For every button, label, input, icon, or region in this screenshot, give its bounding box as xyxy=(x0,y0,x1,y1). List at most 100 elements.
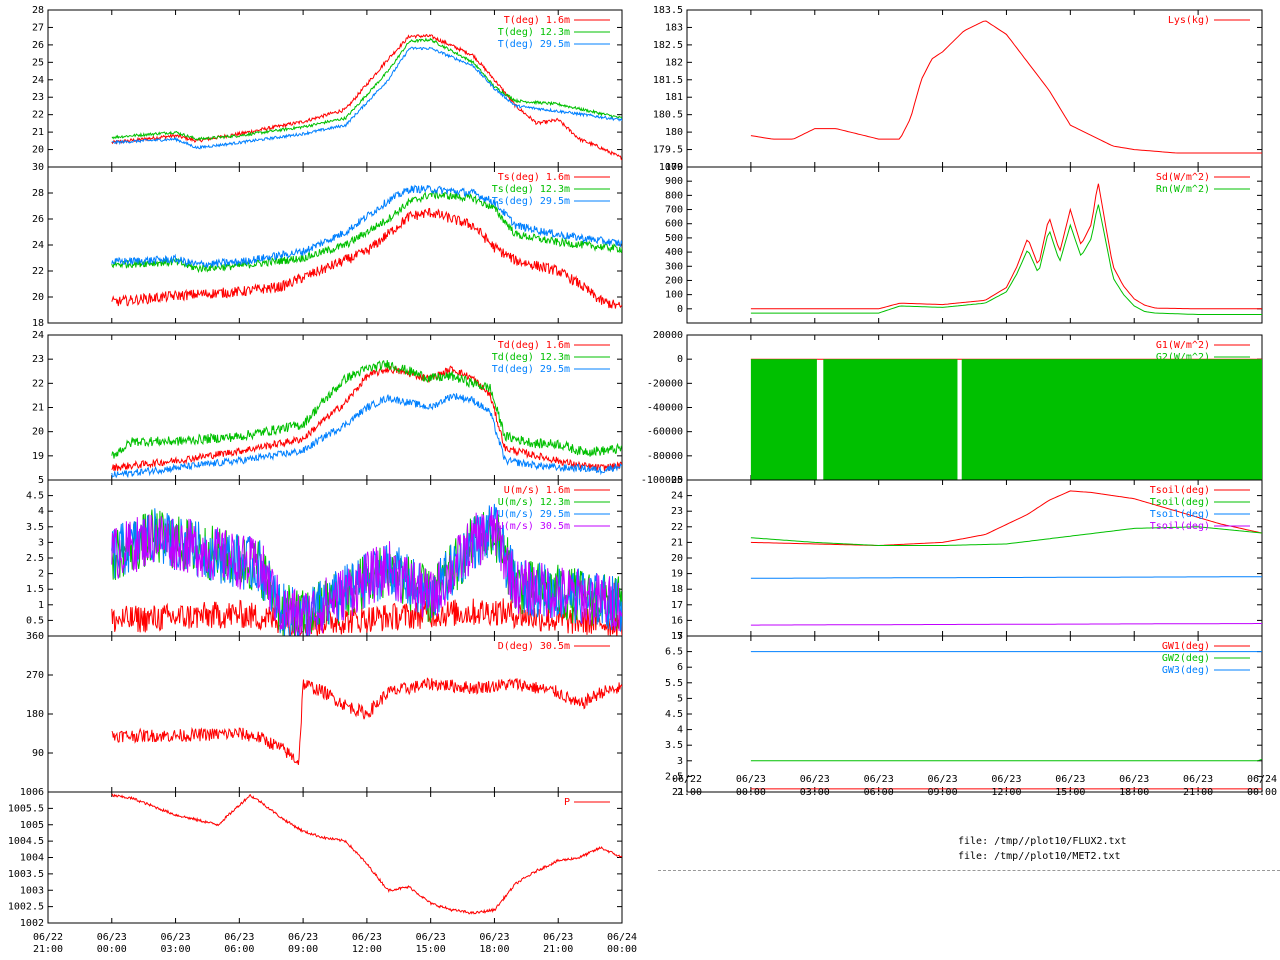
x-tick-date: 06/23 xyxy=(288,932,318,943)
x-tick-time: 21:00 xyxy=(543,944,573,955)
series-line xyxy=(750,576,1262,579)
y-tick-label: 1000 xyxy=(659,162,683,173)
x-tick-time: 03:00 xyxy=(800,787,830,798)
x-tick-time: 12:00 xyxy=(991,787,1021,798)
y-tick-label: 500 xyxy=(665,233,683,244)
x-tick-time: 12:00 xyxy=(352,944,382,955)
y-tick-label: 24 xyxy=(671,491,683,502)
file-name: file: /tmp//plot10/FLUX2.txt xyxy=(958,836,1127,847)
x-tick-date: 06/23 xyxy=(1183,774,1213,785)
y-tick-label: 179.5 xyxy=(653,145,683,156)
x-tick-time: 15:00 xyxy=(416,944,446,955)
x-tick-time: 09:00 xyxy=(288,944,318,955)
x-tick-date: 06/23 xyxy=(1055,774,1085,785)
legend-label: Ts(deg) 12.3m xyxy=(492,184,570,195)
x-tick-time: 21:00 xyxy=(1183,787,1213,798)
y-tick-label: 20 xyxy=(32,292,44,303)
file-name: file: /tmp//plot10/MET2.txt xyxy=(958,851,1121,862)
y-tick-label: 20 xyxy=(32,427,44,438)
chart-column: 179179.5180180.5181181.5182182.5183183.5… xyxy=(641,5,1277,798)
series-line xyxy=(111,184,622,268)
y-tick-label: 181 xyxy=(665,92,683,103)
legend-label: P xyxy=(564,797,570,808)
plot-frame xyxy=(686,9,1263,168)
y-tick-label: 7 xyxy=(677,631,683,642)
y-tick-label: 24 xyxy=(32,330,44,341)
y-tick-label: 3 xyxy=(38,537,44,548)
y-tick-label: 1003.5 xyxy=(8,869,44,880)
x-tick-time: 06:00 xyxy=(224,944,254,955)
plot-area xyxy=(750,358,1262,480)
y-tick-label: 180.5 xyxy=(653,110,683,121)
y-tick-label: 25 xyxy=(32,57,44,68)
x-tick-date: 06/24 xyxy=(607,932,637,943)
plot-area xyxy=(111,360,622,479)
y-tick-label: 6 xyxy=(677,662,683,673)
y-tick-label: -100000 xyxy=(641,475,683,486)
y-tick-label: 20 xyxy=(671,553,683,564)
y-tick-label: 1003 xyxy=(20,885,44,896)
y-tick-label: 300 xyxy=(665,261,683,272)
series-line xyxy=(111,365,622,472)
chart-panel: 179 179.5 180 180.5 181 181.5 182 182.5 183 183.5… xyxy=(653,5,1263,173)
legend-label: Lys(kg) xyxy=(1168,15,1210,26)
y-tick-label: 1004.5 xyxy=(8,836,44,847)
y-tick-label: 900 xyxy=(665,176,683,187)
y-tick-label: 182.5 xyxy=(653,40,683,51)
y-tick-label: 183 xyxy=(665,22,683,33)
chart-panel: 20 21 22 23 24 25 26 27 28 T(deg) 1.6mT(deg) 12.3… xyxy=(32,5,623,168)
y-tick-label: 26 xyxy=(32,214,44,225)
x-tick-date: 06/23 xyxy=(928,774,958,785)
y-tick-label: 270 xyxy=(26,670,44,681)
chart-panel: -100000 -80000 -60000 -40000 -20000 0 20000 G1(… xyxy=(641,330,1263,486)
legend-label: U(m/s) 29.5m xyxy=(498,509,570,520)
y-tick-label: 16 xyxy=(671,615,683,626)
y-tick-label: 180 xyxy=(665,127,683,138)
y-tick-label: 27 xyxy=(32,22,44,33)
plot-area xyxy=(111,503,622,636)
y-tick-label: 5 xyxy=(677,693,683,704)
series-line xyxy=(111,33,622,161)
y-tick-label: 1004 xyxy=(20,853,44,864)
series-line xyxy=(111,360,622,459)
y-tick-label: 23 xyxy=(671,506,683,517)
y-tick-label: 2 xyxy=(677,787,683,798)
legend-label: Ts(deg) 1.6m xyxy=(498,172,570,183)
legend-label: Td(deg) 12.3m xyxy=(492,352,570,363)
y-tick-label: 23 xyxy=(32,354,44,365)
legend-label: Tsoil(deg) xyxy=(1150,521,1210,532)
y-tick-label: 182 xyxy=(665,57,683,68)
plot-area xyxy=(750,490,1262,626)
legend-label: Tsoil(deg) xyxy=(1150,497,1210,508)
y-tick-label: 1005 xyxy=(20,820,44,831)
x-tick-date: 06/23 xyxy=(736,774,766,785)
legend-label: U(m/s) 30.5m xyxy=(498,521,570,532)
y-tick-label: 1006 xyxy=(20,787,44,798)
y-tick-label: 181.5 xyxy=(653,75,683,86)
x-tick-time: 09:00 xyxy=(928,787,958,798)
y-tick-label: 3.5 xyxy=(26,522,44,533)
x-tick-date: 06/23 xyxy=(991,774,1021,785)
divider xyxy=(658,870,1280,871)
legend-label: Sd(W/m^2) xyxy=(1156,172,1210,183)
series-line xyxy=(111,207,622,309)
x-tick-time: 21:00 xyxy=(33,944,63,955)
y-tick-label: 200 xyxy=(665,275,683,286)
legend-label: Tsoil(deg) xyxy=(1150,485,1210,496)
series-line xyxy=(750,526,1262,546)
x-tick-date: 06/22 xyxy=(672,774,702,785)
y-tick-label: 19 xyxy=(32,451,44,462)
x-tick-time: 00:00 xyxy=(97,944,127,955)
series-fill-bar xyxy=(961,359,1262,480)
y-tick-label: -80000 xyxy=(647,451,683,462)
plot-area xyxy=(111,793,622,915)
y-tick-label: 24 xyxy=(32,240,44,251)
y-tick-label: 4.5 xyxy=(665,709,683,720)
series-fill-bar xyxy=(823,359,958,480)
y-tick-label: 2.5 xyxy=(665,771,683,782)
y-tick-label: 22 xyxy=(671,522,683,533)
y-tick-label: 700 xyxy=(665,205,683,216)
legend-label: Ts(deg) 29.5m xyxy=(492,196,570,207)
